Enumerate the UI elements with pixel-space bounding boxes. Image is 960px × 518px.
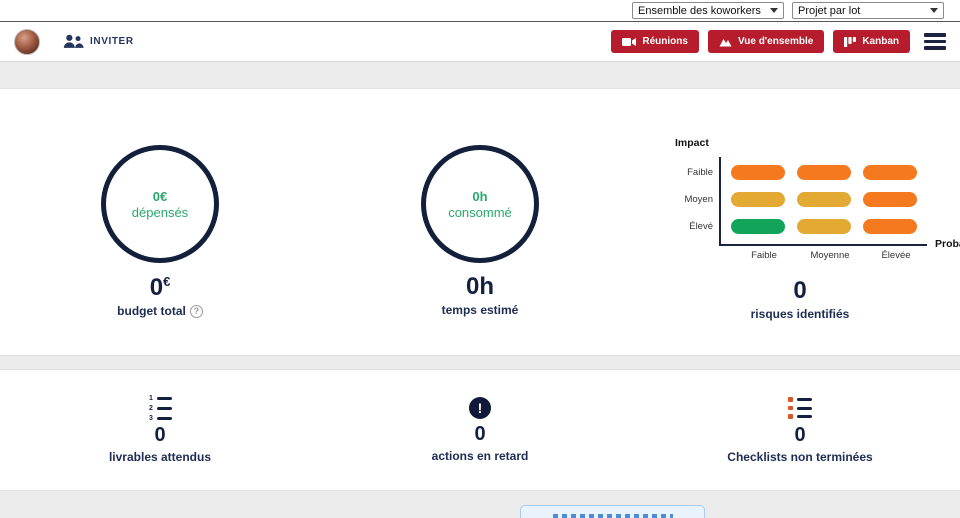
row-label-faible: Faible [687,167,713,178]
impact-axis-label: Impact [675,137,709,149]
top-strip: Ensemble des koworkers Projet par lot [0,0,960,22]
risk-matrix: Impact Faible Moyen Élevé [673,137,960,261]
risk-cell [731,219,785,234]
matrix-row [731,165,917,180]
risks-stat: Impact Faible Moyen Élevé [640,89,960,355]
risk-row-labels: Faible Moyen Élevé [673,157,719,246]
budget-total-value: 0€ [150,275,171,300]
late-actions-value: 0 [474,423,486,445]
probability-axis-label: Probabilité [935,238,960,250]
risk-matrix-plot [719,157,927,246]
risk-cell [863,219,917,234]
time-circle: 0h consommé [421,145,539,263]
view-mode-select[interactable]: Projet par lot [792,2,944,19]
risk-cell [863,165,917,180]
digit: 3 [149,414,153,422]
hamburger-icon [924,46,946,50]
chevron-down-icon [930,8,938,13]
partial-button-text [552,514,673,518]
overview-label: Vue d'ensemble [737,36,814,47]
risk-cell [797,219,851,234]
budget-total-number: 0 [149,274,164,301]
budget-total-text: budget total [117,304,186,318]
digit: 2 [149,404,153,412]
risk-col-labels: Faible Moyenne Élevée [737,250,927,261]
time-total-value: 0h [465,273,494,300]
video-camera-icon [622,37,637,46]
meetings-label: Réunions [642,36,688,47]
hamburger-icon [924,33,946,37]
matrix-row [731,219,917,234]
risks-label-text: risques identifiés [750,307,850,321]
risk-cell [731,165,785,180]
meetings-button[interactable]: Réunions [611,30,699,53]
col-label-moyenne: Moyenne [810,250,850,261]
risk-cell [797,192,851,207]
deliverables-value: 0 [154,424,166,446]
time-total-label: temps estimé [442,303,519,317]
late-actions-label: actions en retard [431,449,529,463]
deliverables-label: livrables attendus [108,450,212,464]
row-label-moyen: Moyen [684,194,713,205]
risk-cell [863,192,917,207]
budget-circle: 0€ dépensés [101,145,219,263]
risk-cell [731,192,785,207]
stats-card: 0€ dépensés 0€ budget total ? 0h consomm… [0,88,960,356]
view-mode-select-value: Projet par lot [798,4,861,17]
numbered-list-icon: 1 2 3 [149,394,172,422]
budget-currency: € [163,274,171,289]
menu-button[interactable] [924,33,946,50]
chevron-down-icon [770,8,778,13]
help-icon[interactable]: ? [189,304,203,318]
team-select-value: Ensemble des koworkers [638,4,761,17]
risks-count: 0 [793,277,807,304]
deliverables-counter: 1 2 3 0 livrables attendus [0,394,320,465]
invite-button[interactable]: INVITER [62,34,134,49]
exclamation-icon: ! [469,397,491,419]
checklists-label: Checklists non terminées [727,450,873,464]
time-total-text: temps estimé [441,303,519,317]
budget-spent-label: dépensés [131,204,189,220]
people-icon [63,34,84,48]
user-avatar[interactable] [14,28,40,55]
checklists-counter: 0 Checklists non terminées [640,396,960,464]
checklists-value: 0 [794,424,806,446]
kanban-icon [844,36,857,47]
row-label-eleve: Élevé [689,221,713,232]
time-stat: 0h consommé 0h temps estimé [320,89,640,355]
overview-button[interactable]: Vue d'ensemble [707,30,825,53]
col-label-faible: Faible [751,250,777,261]
col-label-elevee: Élevée [881,250,911,261]
mountain-icon [719,38,732,46]
checklist-icon [788,396,812,420]
budget-stat: 0€ dépensés 0€ budget total ? [0,89,320,355]
time-used-value: 0h [472,188,488,204]
partial-bottom-button[interactable] [520,505,705,518]
time-used-label: consommé [448,204,512,220]
late-actions-counter: ! 0 actions en retard [320,397,640,463]
team-select[interactable]: Ensemble des koworkers [632,2,784,19]
kanban-button[interactable]: Kanban [833,30,910,53]
risks-label: risques identifiés [751,307,850,321]
budget-total-label: budget total ? [117,304,203,318]
hamburger-icon [924,39,946,44]
header-bar: INVITER Réunions Vue d'ensemble Kanban [0,22,960,62]
matrix-row [731,192,917,207]
risk-cell [797,165,851,180]
digit: 1 [149,394,153,402]
kanban-label: Kanban [862,36,899,47]
counters-card: 1 2 3 0 livrables attendus ! 0 actions e… [0,369,960,491]
budget-spent-value: 0€ [152,188,168,204]
invite-label: INVITER [90,36,134,47]
